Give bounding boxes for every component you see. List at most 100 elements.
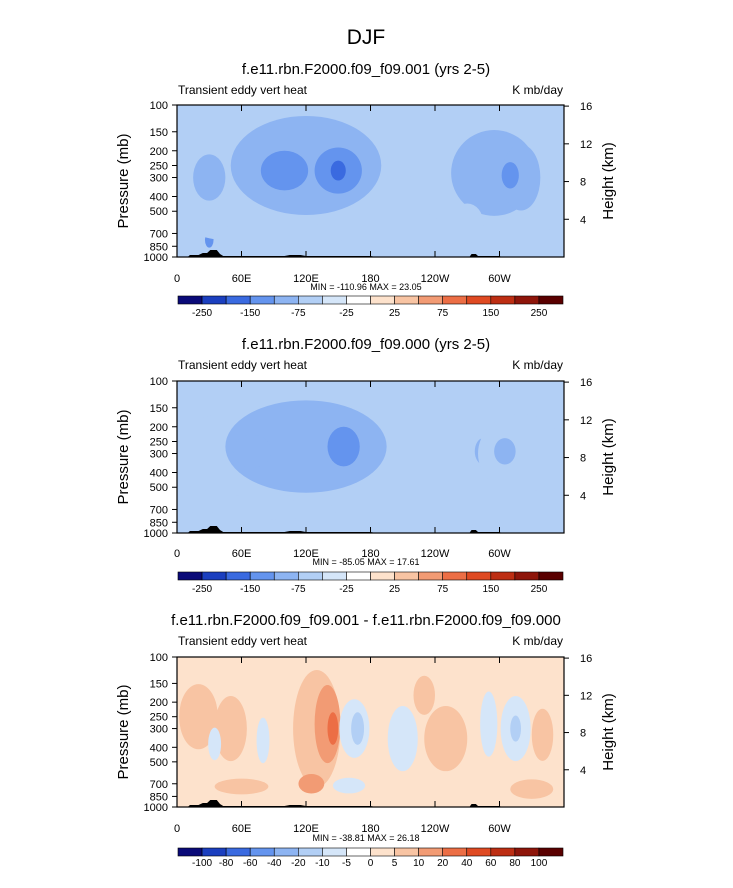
y-tick-label: 850 (150, 241, 168, 253)
colorbar-swatch (249, 295, 275, 305)
contour-region (256, 717, 270, 764)
colorbar-swatch (394, 847, 419, 857)
y-tick-label: 150 (150, 678, 168, 690)
y-tick-label: 300 (150, 724, 168, 736)
colorbar-swatch (298, 571, 323, 581)
panel-field-label: Transient eddy vert heat (178, 634, 308, 648)
colorbar-label: -60 (243, 858, 258, 869)
colorbar-swatch (514, 847, 540, 857)
colorbar-label: -20 (291, 858, 306, 869)
contour-region (208, 727, 222, 761)
colorbar-swatch (394, 295, 419, 305)
colorbar-swatch (177, 847, 203, 857)
panel-units-label: K mb/day (512, 358, 563, 372)
colorbar-swatch (201, 571, 227, 581)
panel-field-label: Transient eddy vert heat (178, 358, 308, 372)
colorbar-swatch (466, 295, 492, 305)
y-axis-title: Pressure (mb) (115, 133, 132, 228)
colorbar-label: 150 (482, 308, 499, 319)
y2-tick-label: 4 (580, 765, 586, 777)
colorbar-swatch (538, 295, 564, 305)
x-tick-label: 180 (361, 273, 379, 285)
colorbar-label: 40 (461, 858, 473, 869)
contour-region (351, 712, 365, 745)
topography (177, 526, 564, 533)
colorbar-swatch (538, 571, 564, 581)
y-tick-label: 100 (150, 100, 168, 112)
topography (177, 800, 564, 807)
colorbar-label: -150 (240, 584, 260, 595)
colorbar-swatch (273, 295, 299, 305)
colorbar-swatch (514, 571, 540, 581)
colorbar-swatch (490, 571, 516, 581)
x-tick-label: 60E (232, 548, 252, 560)
topography (177, 250, 564, 257)
panel-1: f.e11.rbn.F2000.f09_f09.001 (yrs 2-5) Tra… (115, 61, 617, 319)
contour-region (198, 223, 371, 244)
y2-tick-label: 12 (580, 690, 592, 702)
contour-region (478, 413, 564, 494)
contour-region (424, 706, 468, 772)
contour-region (232, 434, 272, 468)
colorbar-label: 250 (531, 308, 548, 319)
contour-field (177, 105, 564, 257)
y-tick-label: 700 (150, 779, 168, 791)
y2-axis-title: Height (km) (600, 693, 617, 771)
y2-tick-label: 8 (580, 728, 586, 740)
colorbar-swatch (346, 847, 371, 857)
y2-tick-label: 8 (580, 453, 586, 465)
panel-field-label: Transient eddy vert heat (178, 83, 308, 97)
y-tick-label: 150 (150, 403, 168, 415)
colorbar: -250 -150 -75 -25 25 75 150 250 (177, 295, 564, 319)
colorbar-label: -10 (315, 858, 330, 869)
colorbar-swatch (249, 571, 275, 581)
colorbar-label: 20 (437, 858, 449, 869)
colorbar-swatch (298, 847, 323, 857)
contour-region (526, 204, 559, 231)
y2-axis-title: Height (km) (600, 142, 617, 220)
panel-title: f.e11.rbn.F2000.f09_f09.001 (yrs 2-5) (242, 61, 490, 78)
contour-region (225, 400, 387, 493)
colorbar-label: 100 (531, 858, 548, 869)
colorbar-swatch (225, 295, 251, 305)
y-tick-label: 150 (150, 127, 168, 139)
contour-region (501, 162, 519, 189)
panel-title: f.e11.rbn.F2000.f09_f09.001 - f.e11.rbn.… (171, 612, 561, 629)
colorbar-swatch (346, 295, 371, 305)
contour-region (510, 715, 521, 742)
y2-tick-label: 16 (580, 101, 592, 113)
y2-tick-label: 16 (580, 377, 592, 389)
colorbar-label: 10 (413, 858, 425, 869)
y-tick-label: 200 (150, 146, 168, 158)
colorbar-swatch (225, 847, 251, 857)
contour-region (179, 684, 218, 750)
colorbar-label: 75 (437, 308, 449, 319)
colorbar-swatch (322, 571, 347, 581)
contour-field (177, 657, 564, 807)
min-max-stats: MIN = -85.05 MAX = 17.61 (312, 557, 419, 567)
contour-region (332, 777, 366, 794)
colorbar-swatch (225, 571, 251, 581)
y-tick-label: 1000 (144, 252, 168, 264)
contour-region (327, 426, 360, 467)
colorbar-label: -25 (339, 584, 354, 595)
x-tick-label: 180 (361, 823, 379, 835)
x-tick-label: 60E (232, 273, 252, 285)
contour-region (387, 706, 418, 772)
colorbar-swatch (177, 571, 203, 581)
contour-region (413, 675, 435, 715)
contour-region (327, 712, 339, 745)
colorbar-label: -25 (339, 308, 354, 319)
contour-region (209, 499, 339, 520)
y2-tick-label: 4 (580, 214, 586, 226)
colorbar-label: -80 (219, 858, 234, 869)
colorbar-label: 5 (392, 858, 398, 869)
y-tick-label: 700 (150, 504, 168, 516)
min-max-stats: MIN = -110.96 MAX = 23.05 (310, 282, 421, 292)
colorbar-swatch (346, 571, 371, 581)
x-tick-label: 120E (293, 823, 319, 835)
contour-region (501, 144, 541, 211)
colorbar-label: -250 (192, 308, 212, 319)
y-tick-label: 500 (150, 482, 168, 494)
colorbar-swatch (201, 847, 227, 857)
